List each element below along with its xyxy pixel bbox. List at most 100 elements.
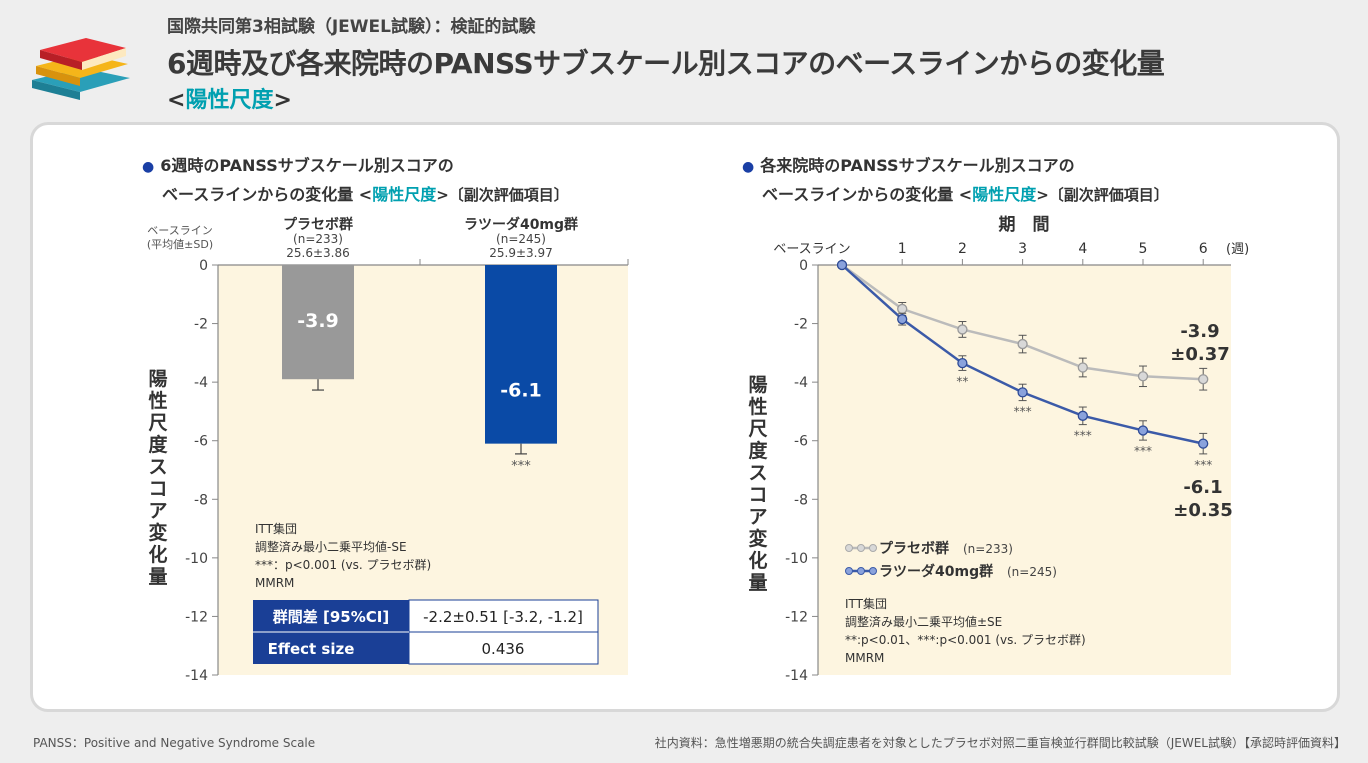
y-tick-label: -4 <box>794 375 808 391</box>
y-axis-label-char: ア <box>748 506 767 528</box>
scale-open: < <box>167 88 186 113</box>
data-point <box>957 324 968 335</box>
y-axis-label-char: 性 <box>748 395 767 418</box>
baseline-sd-label: (平均値±SD) <box>147 238 213 251</box>
y-axis-label-char: 陽 <box>148 368 167 390</box>
group-n: (n=245) <box>496 232 546 246</box>
y-tick-label: -10 <box>785 551 808 567</box>
bar-value-label: -3.9 <box>297 310 339 332</box>
y-tick-label: 0 <box>199 258 208 274</box>
scale-close: > <box>273 88 292 113</box>
y-tick-label: -2 <box>194 317 208 333</box>
y-tick-label: -12 <box>185 609 208 625</box>
x-tick-label: 6 <box>1199 241 1208 257</box>
y-tick-label: -2 <box>794 317 808 333</box>
x-tick-label: 1 <box>898 241 907 257</box>
y-tick-label: -8 <box>194 492 208 508</box>
y-axis-label-char: 度 <box>148 433 168 456</box>
table-header-cell <box>253 600 409 632</box>
legend-placebo-n: (n=233) <box>963 542 1013 556</box>
effect-table: 群間差 [95%CI] Effect size -2.2±0.51 [-3.2,… <box>253 599 599 665</box>
y-axis-label-char: ア <box>148 500 167 522</box>
left-chart-heading: ● 6週時のPANSSサブスケール別スコアの ベースラインからの変化量 <陽性尺度… <box>142 152 569 209</box>
group-n: (n=233) <box>293 232 343 246</box>
data-point <box>1198 438 1209 449</box>
y-axis-label-char: コ <box>748 484 767 506</box>
data-point <box>897 303 908 315</box>
table-row1-value: -2.2±0.51 [-3.2, -1.2] <box>423 608 583 626</box>
legend: プラセボ群 (n=233) ラツーダ40mg群 (n=245) <box>845 540 1057 580</box>
bar <box>282 265 354 380</box>
y-tick-label: -6 <box>794 434 808 450</box>
left-heading-line1: 6週時のPANSSサブスケール別スコアの <box>160 156 454 175</box>
data-point <box>1077 410 1088 421</box>
note-line: 調整済み最小二乗平均値±SE <box>845 614 1002 629</box>
page-title: 6週時及び各来院時のPANSSサブスケール別スコアのベースラインからの変化量 <box>167 47 1165 80</box>
table-header-cell <box>253 632 409 664</box>
legend-marker <box>857 567 865 575</box>
x-tick-label: 4 <box>1078 241 1087 257</box>
group-name: プラセボ群 <box>283 216 353 233</box>
y-axis-label-char: 量 <box>148 566 167 588</box>
significance-mark: *** <box>1014 405 1032 419</box>
page-subtitle: 国際共同第3相試験（JEWEL試験）：検証的試験 <box>167 17 536 37</box>
table-row1-label: 群間差 [95%CI] <box>273 608 389 626</box>
legend-marker <box>869 544 877 552</box>
legend-marker <box>845 544 853 552</box>
significance-mark: *** <box>1134 444 1152 458</box>
y-tick-label: -4 <box>194 375 208 391</box>
y-axis-label-char: 変 <box>148 521 167 544</box>
significance-mark: *** <box>511 459 531 474</box>
y-tick-label: -14 <box>785 668 808 684</box>
data-point <box>1137 371 1149 382</box>
legend-lurasidone-n: (n=245) <box>1007 565 1057 579</box>
left-heading-post: >〔副次評価項目〕 <box>436 186 569 204</box>
right-heading-pre: ベースラインからの変化量 < <box>762 185 973 204</box>
data-point <box>1137 425 1149 436</box>
y-axis-label-char: 尺 <box>148 412 167 434</box>
right-heading-line1: 各来院時のPANSSサブスケール別スコアの <box>760 156 1075 175</box>
data-point <box>1077 362 1088 373</box>
y-tick-label: -8 <box>794 492 808 508</box>
placebo-end-se: ±0.37 <box>1170 344 1230 365</box>
bullet-icon: ● <box>742 159 755 175</box>
bar <box>485 265 557 444</box>
footer-source: 社内資料：急性増悪期の統合失調症患者を対象としたプラセボ対照二重盲検並行群間比較… <box>654 736 1346 750</box>
note-line: ITT集団 <box>255 521 297 536</box>
group-name: ラツーダ40mg群 <box>464 216 578 233</box>
line-chart: 期 間 ベースライン 1 2 3 4 5 6 (週) 0-2-4-6-8-10-12-14 … <box>748 215 1249 684</box>
plot-background <box>818 265 1231 675</box>
period-label: 期 間 <box>999 215 1050 235</box>
note-line: 調整済み最小二乗平均値-SE <box>255 539 407 554</box>
placebo-end-value: -3.9 <box>1180 321 1219 342</box>
scale-name: 陽性尺度 <box>185 88 274 113</box>
y-axis-label-char: 化 <box>148 543 167 566</box>
data-point <box>957 357 968 369</box>
y-axis-label-char: 尺 <box>748 418 767 440</box>
lurasidone-end-se: ±0.35 <box>1173 500 1233 521</box>
note-line: MMRM <box>845 651 884 665</box>
y-axis-label-char: コ <box>148 478 167 500</box>
x-unit-label: (週) <box>1226 242 1249 257</box>
note-line: ***：p<0.001 (vs. プラセボ群) <box>255 558 431 572</box>
group-baseline: 25.9±3.97 <box>489 246 553 260</box>
bar-chart: ベースライン (平均値±SD) プラセボ群 (n=233) 25.6±3.86 … <box>147 216 629 684</box>
group-baseline: 25.6±3.86 <box>286 246 350 260</box>
left-heading-pre: ベースラインからの変化量 < <box>162 185 373 204</box>
legend-marker <box>857 544 865 552</box>
y-axis-label-char: 変 <box>748 527 767 550</box>
lurasidone-end-value: -6.1 <box>1183 477 1222 498</box>
table-row2-label: Effect size <box>268 640 355 658</box>
significance-mark: ** <box>956 374 968 388</box>
note-line: ITT集団 <box>845 596 887 611</box>
x-tick-label: 5 <box>1139 241 1148 257</box>
legend-lurasidone-name: ラツーダ40mg群 <box>879 563 993 580</box>
table-row2-value: 0.436 <box>482 640 525 658</box>
right-chart-heading: ● 各来院時のPANSSサブスケール別スコアの ベースラインからの変化量 <陽性尺… <box>742 152 1169 209</box>
y-tick-label: -10 <box>185 551 208 567</box>
y-axis-label-char: ス <box>148 456 167 478</box>
bullet-icon: ● <box>142 159 155 175</box>
scale-title: <陽性尺度> <box>167 82 292 114</box>
